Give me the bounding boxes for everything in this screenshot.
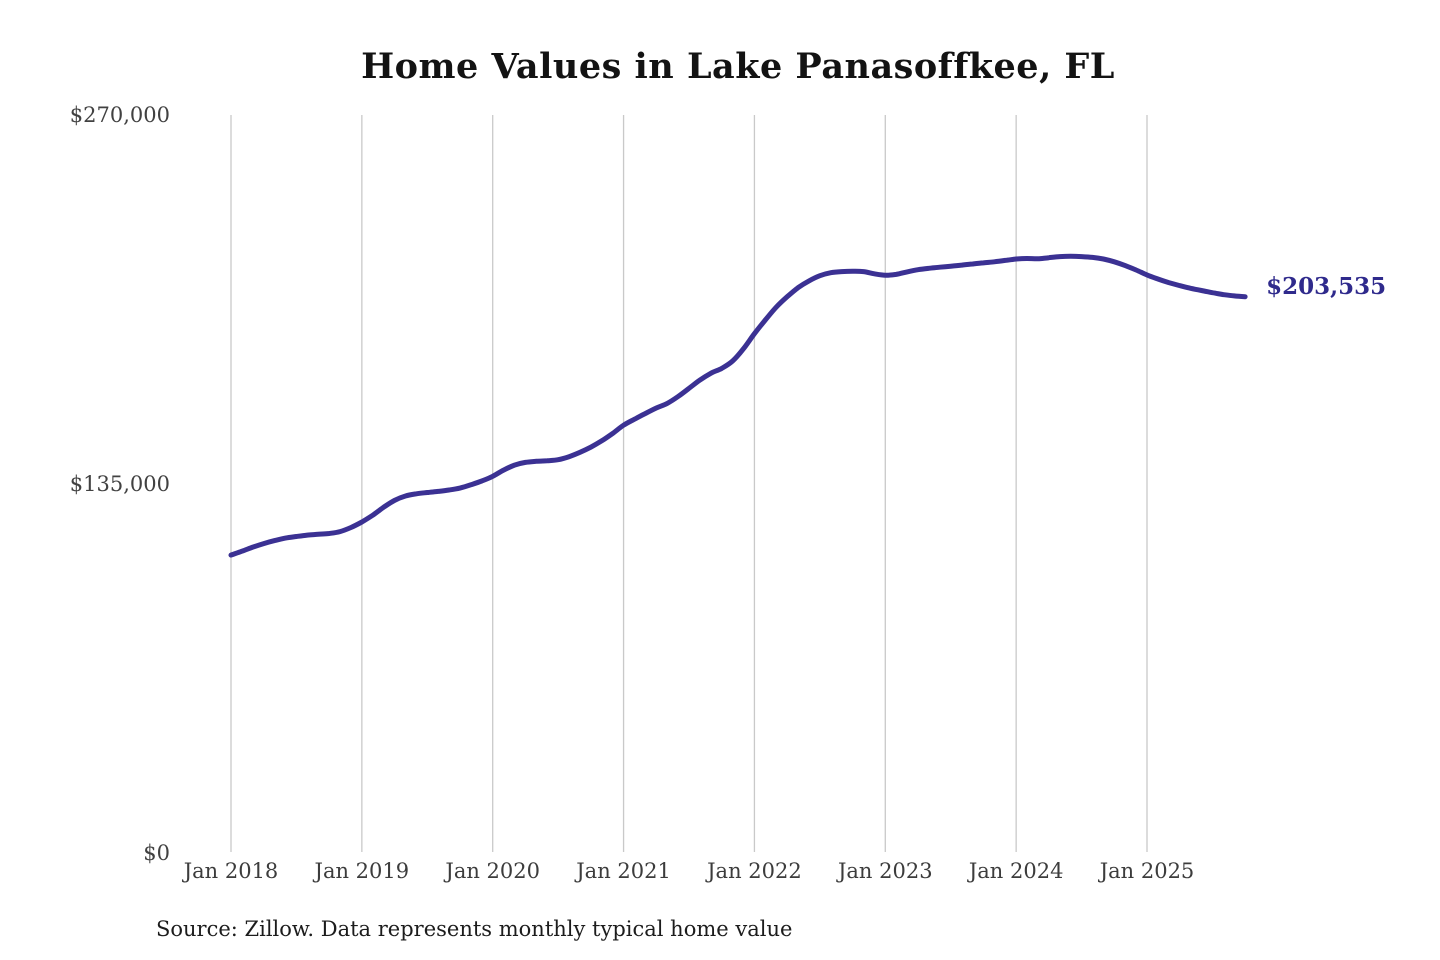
y-axis-tick-label: $270,000: [69, 103, 170, 127]
x-axis-tick-label: Jan 2021: [576, 859, 671, 883]
y-axis-tick-label: $0: [143, 841, 170, 865]
home-value-line: [228, 253, 1248, 558]
gridlines: [230, 115, 1148, 852]
latest-value-label: $203,535: [1266, 272, 1387, 300]
x-axis-tick-label: Jan 2019: [314, 859, 410, 883]
x-axis-tick-label: Jan 2024: [968, 859, 1064, 883]
source-note: Source: Zillow. Data represents monthly …: [156, 917, 793, 941]
chart-title: Home Values in Lake Panasoffkee, FL: [361, 46, 1115, 87]
x-axis-tick-label: Jan 2023: [837, 859, 933, 883]
x-axis-tick-label: Jan 2022: [707, 859, 802, 883]
x-axis-tick-label: Jan 2025: [1099, 859, 1195, 883]
x-axis-tick-label: Jan 2020: [445, 859, 540, 883]
x-axis-tick-label: Jan 2018: [183, 859, 279, 883]
y-axis-tick-label: $135,000: [69, 472, 170, 496]
